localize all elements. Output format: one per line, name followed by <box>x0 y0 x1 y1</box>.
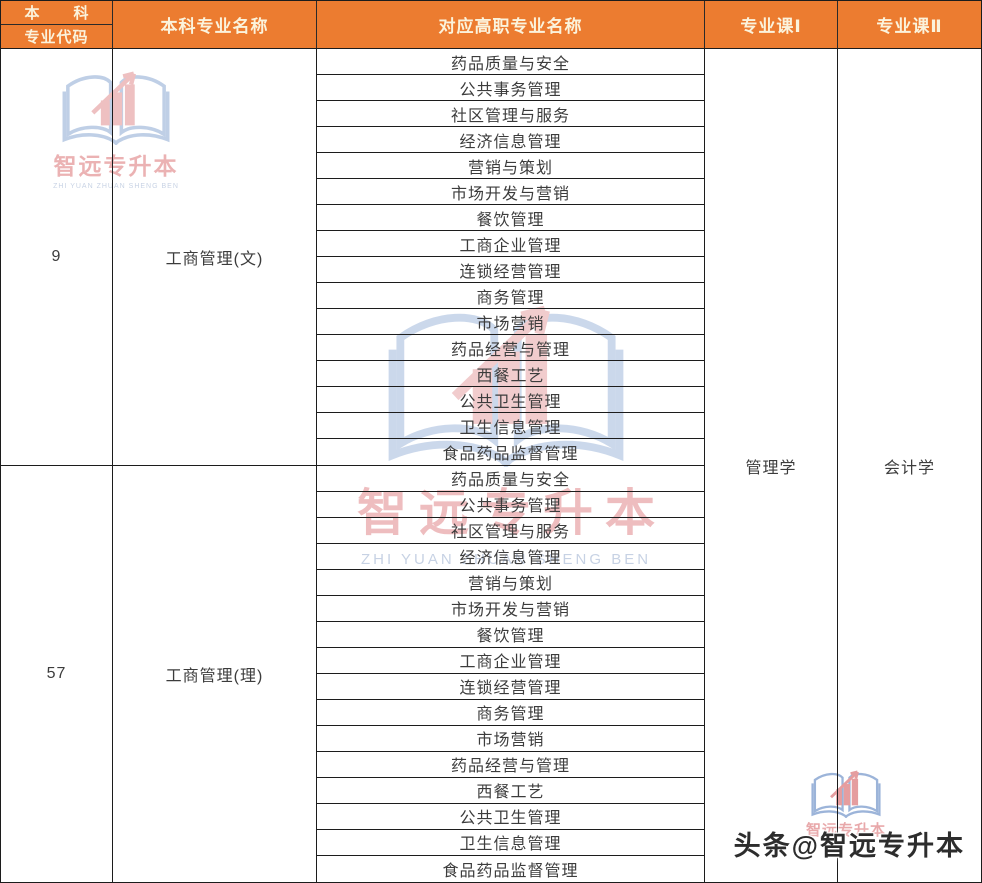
undergrad-major-cell: 工商管理(理) <box>113 465 317 882</box>
table-body: 9 工商管理(文) 57 工商管理(理) 管理学 会计学 药品质量与安全 公共事… <box>1 49 981 882</box>
vocational-major-cell: 卫生信息管理 <box>317 829 705 856</box>
vocational-major-cell: 工商企业管理 <box>317 647 705 674</box>
vocational-major-cell: 餐饮管理 <box>317 621 705 648</box>
undergrad-code-cell: 57 <box>1 465 113 882</box>
header-course-2: 专业课Ⅱ <box>838 1 981 48</box>
header-vocational-major: 对应高职专业名称 <box>317 1 705 48</box>
course1-cell: 管理学 <box>705 49 838 882</box>
header-course-1: 专业课Ⅰ <box>705 1 838 48</box>
course2-cell: 会计学 <box>883 459 935 477</box>
vocational-major-cell: 工商企业管理 <box>317 231 705 258</box>
vocational-major-cell: 商务管理 <box>317 699 705 726</box>
undergrad-code-cell: 9 <box>1 49 113 466</box>
table-header-row: 本科 专业代码 本科专业名称 对应高职专业名称 专业课Ⅰ 专业课Ⅱ <box>1 1 981 49</box>
vocational-major-cell: 食品药品监督管理 <box>317 439 705 466</box>
vocational-major-cell: 市场开发与营销 <box>317 595 705 622</box>
vocational-major-cell: 营销与策划 <box>317 569 705 596</box>
header-undergrad-code-line1: 本科 <box>1 1 112 25</box>
vocational-major-cell: 连锁经营管理 <box>317 673 705 700</box>
vocational-major-cell: 西餐工艺 <box>317 777 705 804</box>
vocational-major-cell: 药品经营与管理 <box>317 751 705 778</box>
vocational-major-cell: 西餐工艺 <box>317 361 705 388</box>
vocational-major-cell: 公共卫生管理 <box>317 803 705 830</box>
vocational-major-cell: 公共事务管理 <box>317 75 705 102</box>
vocational-major-cell: 市场开发与营销 <box>317 179 705 206</box>
vocational-major-cell: 社区管理与服务 <box>317 517 705 544</box>
undergrad-major-cell: 工商管理(文) <box>113 49 317 466</box>
vocational-major-cell: 市场营销 <box>317 309 705 336</box>
vocational-major-cell: 药品经营与管理 <box>317 335 705 362</box>
vocational-major-cell: 药品质量与安全 <box>317 465 705 492</box>
header-undergrad-code: 本科 专业代码 <box>1 1 113 48</box>
vocational-major-cell: 市场营销 <box>317 725 705 752</box>
vocational-major-cell: 营销与策划 <box>317 153 705 180</box>
vocational-major-cell: 经济信息管理 <box>317 543 705 570</box>
header-undergrad-major: 本科专业名称 <box>113 1 317 48</box>
vocational-major-cell: 卫生信息管理 <box>317 413 705 440</box>
vocational-major-cell: 餐饮管理 <box>317 205 705 232</box>
vocational-major-cell: 药品质量与安全 <box>317 49 705 76</box>
vocational-major-cell: 公共事务管理 <box>317 491 705 518</box>
header-undergrad-code-line2: 专业代码 <box>24 29 89 46</box>
vocational-major-cell: 经济信息管理 <box>317 127 705 154</box>
vocational-major-cell: 食品药品监督管理 <box>317 855 705 882</box>
vocational-major-cell: 连锁经营管理 <box>317 257 705 284</box>
vocational-major-cell: 社区管理与服务 <box>317 101 705 128</box>
vocational-major-cell: 商务管理 <box>317 283 705 310</box>
toutiao-watermark: 头条@智远专升本 <box>733 831 965 861</box>
vocational-major-cell: 公共卫生管理 <box>317 387 705 414</box>
